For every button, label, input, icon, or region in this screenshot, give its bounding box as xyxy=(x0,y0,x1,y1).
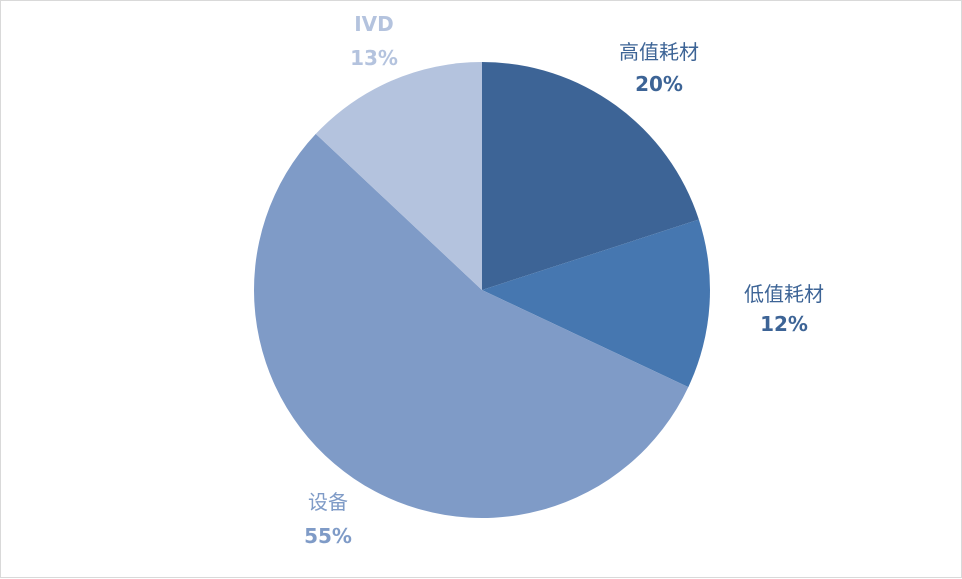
slice-label-1: 低值耗材 xyxy=(744,282,824,306)
slice-percent-1: 12% xyxy=(760,312,808,336)
slice-label-2: 设备 xyxy=(308,490,348,514)
slice-percent-2: 55% xyxy=(304,524,352,548)
slice-label-0: 高值耗材 xyxy=(619,40,699,64)
pie-slice-3 xyxy=(315,62,482,290)
slice-percent-3: 13% xyxy=(350,46,398,70)
pie-slice-0 xyxy=(482,62,699,290)
pie-slices xyxy=(254,62,711,519)
slice-percent-0: 20% xyxy=(635,72,683,96)
slice-label-3: IVD xyxy=(354,12,394,36)
pie-slice-2 xyxy=(254,133,689,519)
data-labels: 高值耗材 20% 低值耗材 12% 设备 55% IVD 13% xyxy=(304,12,824,548)
pie-slice-1 xyxy=(482,219,711,388)
